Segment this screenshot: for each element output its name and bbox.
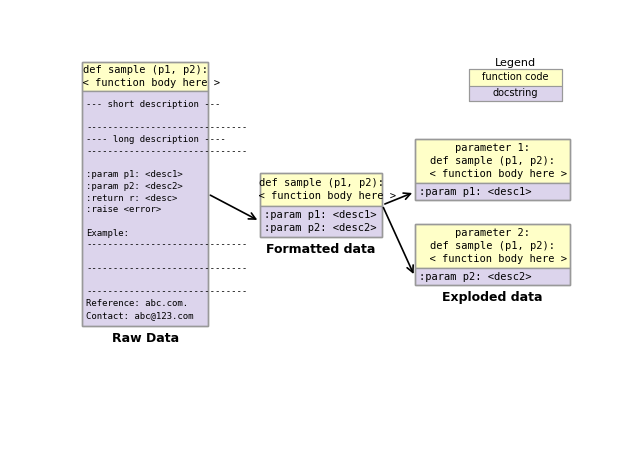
Bar <box>83 62 208 326</box>
Text: ------------------------------: ------------------------------ <box>86 264 248 273</box>
Bar <box>260 174 382 206</box>
Text: ------------------------------: ------------------------------ <box>86 147 248 156</box>
Bar <box>83 62 208 91</box>
Bar <box>415 139 570 200</box>
Text: Formatted data: Formatted data <box>266 243 376 256</box>
Bar <box>415 184 570 200</box>
Bar <box>415 224 570 268</box>
Text: ------------------------------: ------------------------------ <box>86 123 248 132</box>
Bar <box>415 139 570 184</box>
Text: ------------------------------: ------------------------------ <box>86 240 248 249</box>
Bar <box>415 268 570 285</box>
Text: Contact: abc@123.com: Contact: abc@123.com <box>86 311 194 320</box>
Text: parameter 2:
def sample (p1, p2):
  < function body here >: parameter 2: def sample (p1, p2): < func… <box>417 228 567 264</box>
Text: :raise <error>: :raise <error> <box>86 205 161 214</box>
Bar <box>260 206 382 237</box>
Text: parameter 1:
def sample (p1, p2):
  < function body here >: parameter 1: def sample (p1, p2): < func… <box>417 143 567 179</box>
Text: :param p1: <desc1>: :param p1: <desc1> <box>86 170 183 179</box>
Text: :param p1: <desc1>
:param p2: <desc2>: :param p1: <desc1> :param p2: <desc2> <box>264 210 376 233</box>
Text: def sample (p1, p2):
  < function body here >: def sample (p1, p2): < function body her… <box>70 65 220 88</box>
Text: ---- long description ----: ---- long description ---- <box>86 135 226 144</box>
Text: :param p2: <desc2>: :param p2: <desc2> <box>86 182 183 191</box>
Text: Legend: Legend <box>495 58 536 68</box>
Text: Raw Data: Raw Data <box>111 332 179 345</box>
Text: Reference: abc.com.: Reference: abc.com. <box>86 299 188 308</box>
Bar <box>415 224 570 285</box>
Bar <box>83 91 208 326</box>
Text: Example:: Example: <box>86 229 129 238</box>
Bar <box>469 69 562 101</box>
Text: Exploded data: Exploded data <box>442 291 543 304</box>
Text: docstring: docstring <box>493 88 538 98</box>
Bar <box>469 86 562 101</box>
Text: function code: function code <box>483 72 548 82</box>
Text: def sample (p1, p2):
  < function body here >: def sample (p1, p2): < function body her… <box>246 178 396 201</box>
Text: --- short description ---: --- short description --- <box>86 100 221 109</box>
Text: :param p1: <desc1>: :param p1: <desc1> <box>419 187 531 197</box>
Bar <box>260 174 382 237</box>
Text: :return r: <desc>: :return r: <desc> <box>86 193 177 202</box>
Text: ------------------------------: ------------------------------ <box>86 288 248 297</box>
Text: :param p2: <desc2>: :param p2: <desc2> <box>419 272 531 282</box>
Bar <box>469 69 562 86</box>
